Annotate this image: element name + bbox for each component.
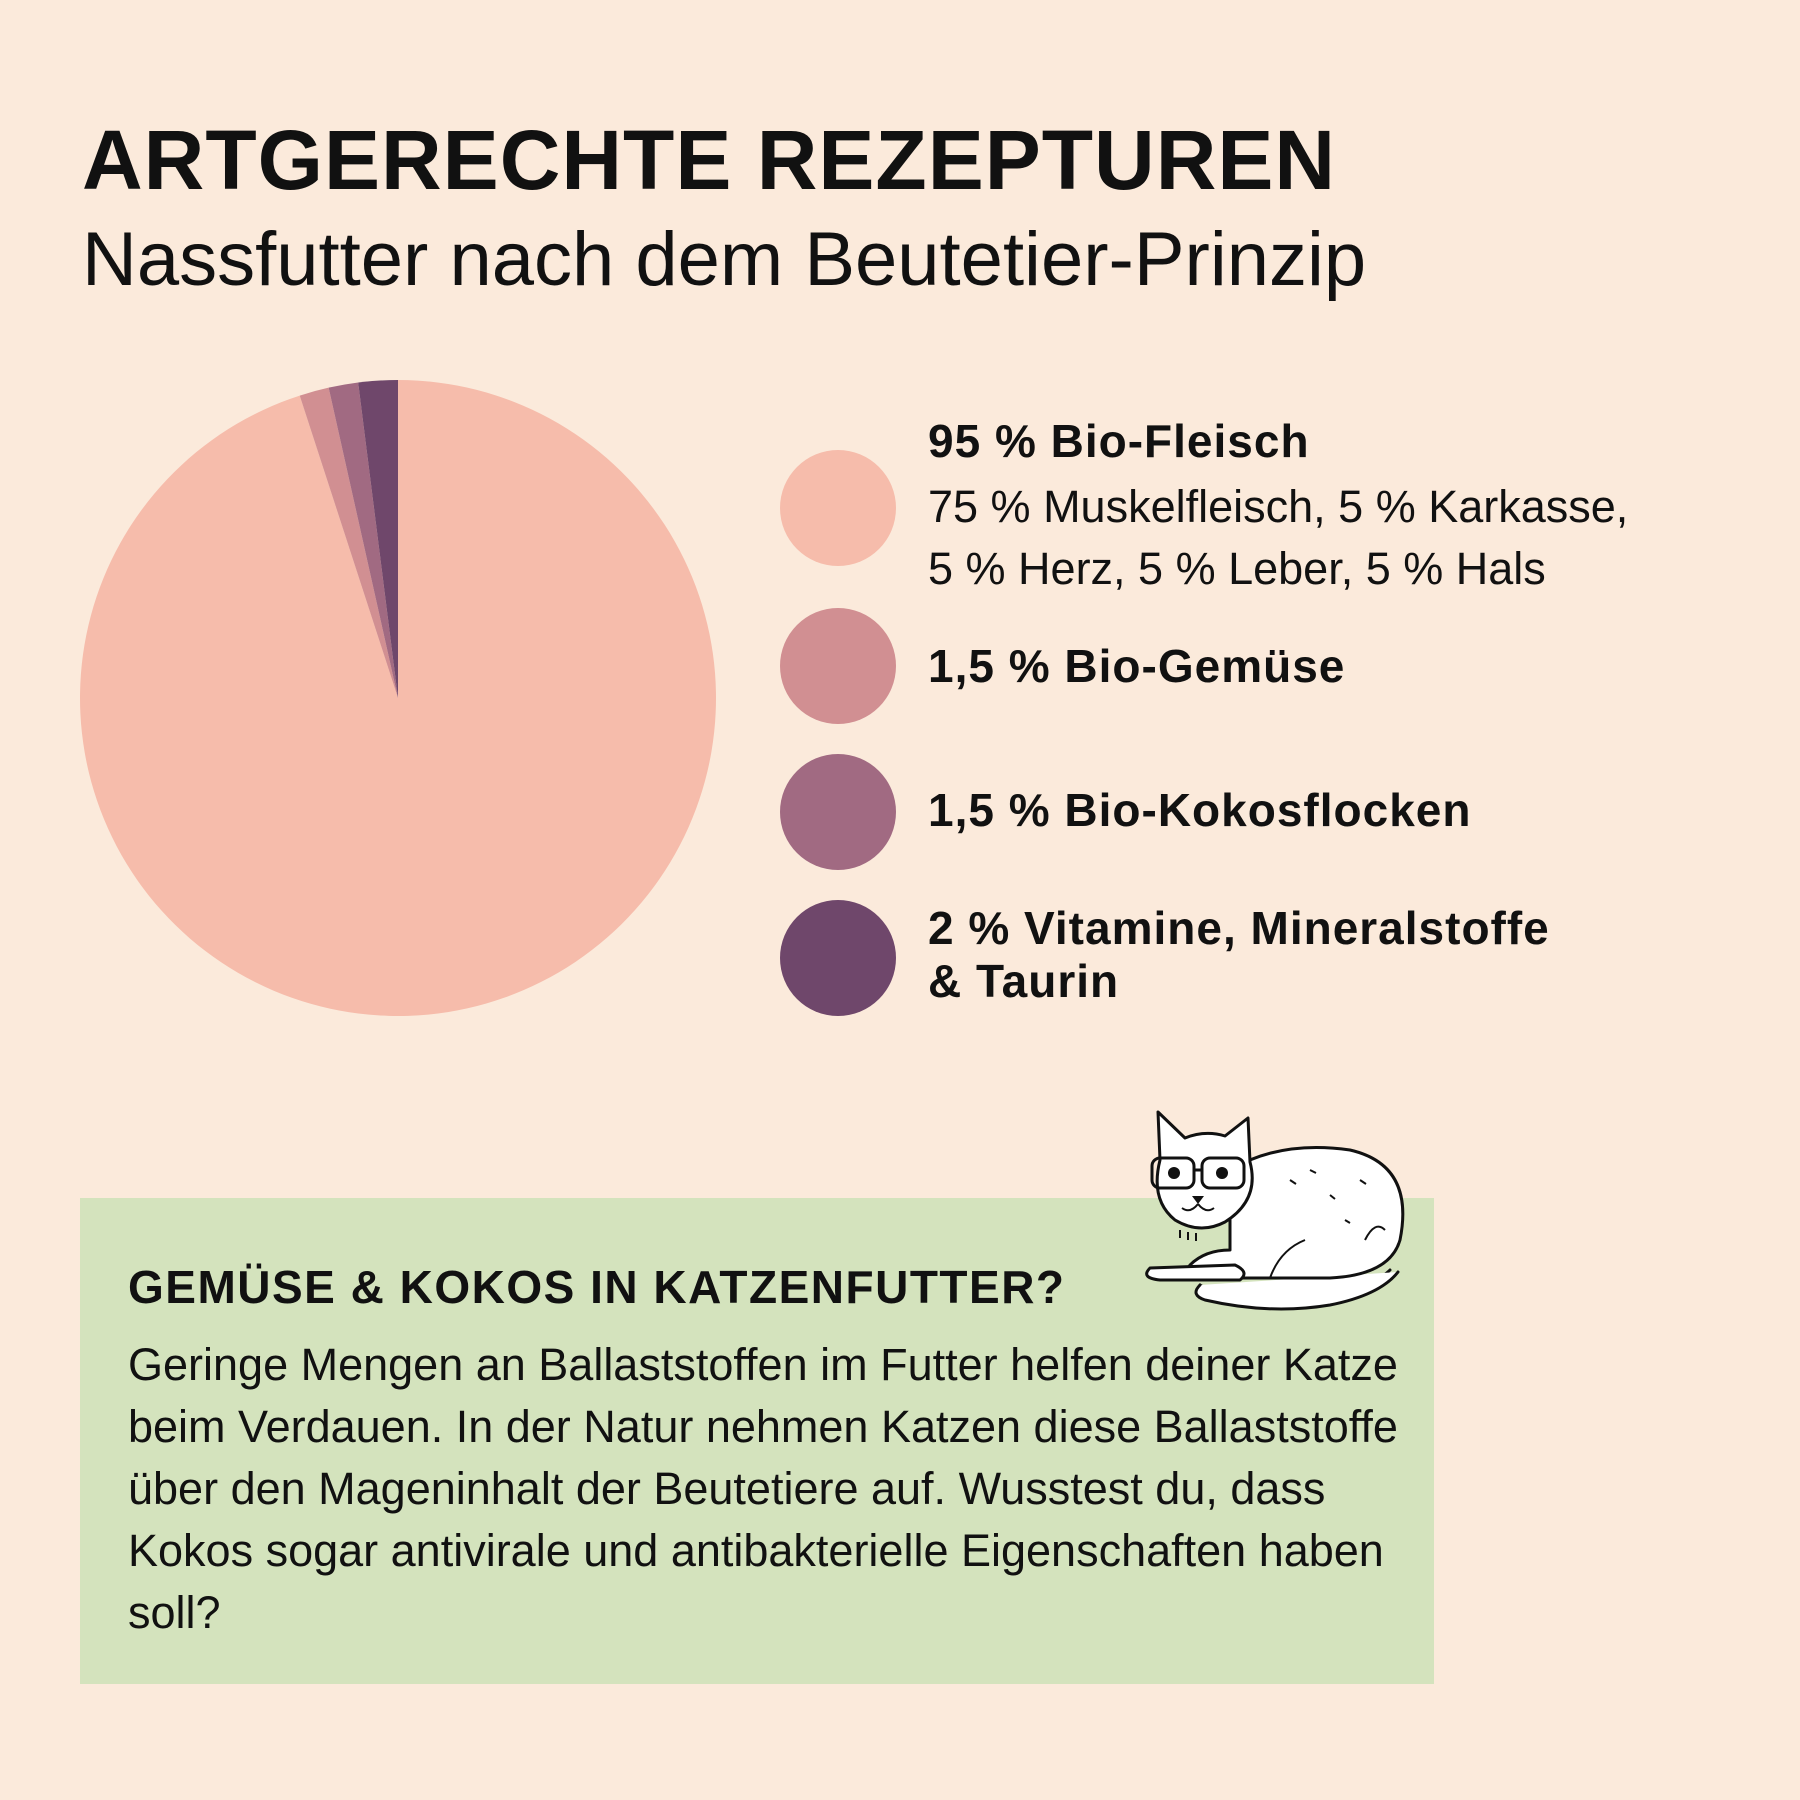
legend-label-bio-fleisch: 95 % Bio-Fleisch xyxy=(928,415,1310,467)
legend-detail-line-1: 75 % Muskelfleisch, 5 % Karkasse, xyxy=(928,480,1629,532)
legend-label-vitamine-line-2: & Taurin xyxy=(928,954,1120,1007)
pie-slice-1 xyxy=(299,387,398,698)
info-body: Geringe Mengen an Ballaststoffen im Futt… xyxy=(128,1339,1398,1638)
legend-swatch-bio-gemuese xyxy=(780,608,896,724)
legend-swatch-bio-fleisch xyxy=(780,450,896,566)
legend-item-vitamine: 2 % Vitamine, Mineralstoffe & Taurin xyxy=(928,902,1550,1008)
chart-subtitle: Nassfutter nach dem Beutetier-Prinzip xyxy=(82,217,1367,302)
legend-swatch-bio-kokosflocken xyxy=(780,754,896,870)
chart-title: ARTGERECHTE REZEPTUREN xyxy=(82,113,1337,207)
pie-slice-3 xyxy=(358,380,398,698)
legend-label-bio-kokosflocken: 1,5 % Bio-Kokosflocken xyxy=(928,784,1472,836)
pie-slice-2 xyxy=(328,382,398,698)
info-heading: GEMÜSE & KOKOS IN KATZENFUTTER? xyxy=(128,1261,1066,1313)
legend-label-bio-gemuese: 1,5 % Bio-Gemüse xyxy=(928,640,1346,692)
legend-swatch-vitamine xyxy=(780,900,896,1016)
cat-with-glasses-icon xyxy=(1145,1110,1405,1311)
pie-chart xyxy=(79,380,716,1016)
pie-slice-0 xyxy=(79,380,716,1016)
legend-label-vitamine-line-1: 2 % Vitamine, Mineralstoffe xyxy=(928,902,1550,954)
legend-detail-line-2: 5 % Herz, 5 % Leber, 5 % Hals xyxy=(928,542,1546,594)
legend-item-bio-fleisch: 95 % Bio-Fleisch 75 % Muskelfleisch, 5 %… xyxy=(928,415,1628,600)
